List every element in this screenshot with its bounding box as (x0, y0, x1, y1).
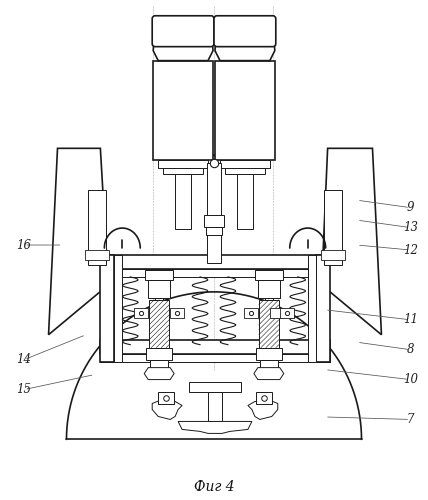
Text: Фиг 4: Фиг 4 (194, 480, 234, 494)
Polygon shape (152, 400, 182, 419)
Bar (89, 190, 106, 265)
Bar (204, 215, 224, 227)
Bar (270, 308, 284, 318)
Bar (225, 168, 265, 174)
Bar (220, 160, 270, 168)
Bar (145, 270, 173, 280)
Bar (146, 348, 172, 360)
Bar (153, 60, 213, 160)
Bar (259, 300, 279, 348)
Bar (280, 308, 294, 318)
Bar (265, 298, 273, 360)
Bar (258, 280, 280, 298)
Bar (256, 392, 272, 404)
Bar (134, 308, 148, 318)
Bar (316, 255, 330, 362)
Bar (155, 298, 163, 360)
Bar (148, 280, 170, 298)
Polygon shape (144, 368, 174, 380)
Text: 16: 16 (17, 238, 32, 252)
Text: 9: 9 (407, 201, 414, 214)
Text: 12: 12 (403, 244, 418, 256)
Text: 10: 10 (403, 373, 418, 386)
Bar (101, 340, 330, 353)
Bar (237, 174, 253, 229)
Bar (244, 308, 258, 318)
Bar (175, 174, 191, 229)
Bar (321, 250, 345, 260)
Polygon shape (254, 368, 284, 380)
Bar (105, 269, 325, 277)
FancyBboxPatch shape (152, 16, 214, 46)
Bar (101, 255, 114, 362)
Bar (158, 160, 208, 168)
Bar (86, 250, 109, 260)
Bar (255, 270, 283, 280)
Text: 8: 8 (407, 343, 414, 356)
Text: 13: 13 (403, 221, 418, 234)
Polygon shape (248, 400, 278, 419)
Polygon shape (215, 20, 275, 60)
Bar (158, 392, 174, 404)
Text: 7: 7 (407, 413, 414, 426)
Text: 11: 11 (403, 314, 418, 326)
Bar (101, 354, 330, 362)
Bar (215, 60, 275, 160)
Bar (105, 255, 325, 269)
Bar (163, 168, 203, 174)
Bar (260, 360, 278, 368)
Bar (114, 255, 122, 362)
Bar (324, 190, 342, 265)
Bar (150, 360, 168, 368)
Polygon shape (322, 148, 381, 334)
Bar (308, 255, 316, 362)
Polygon shape (153, 20, 213, 60)
Polygon shape (48, 148, 108, 334)
Bar (256, 348, 282, 360)
Bar (189, 382, 241, 392)
Bar (207, 164, 221, 263)
Polygon shape (178, 422, 252, 434)
Text: 15: 15 (17, 383, 32, 396)
Text: 14: 14 (17, 353, 32, 366)
Bar (206, 227, 222, 235)
Bar (149, 300, 169, 348)
Bar (170, 308, 184, 318)
FancyBboxPatch shape (214, 16, 276, 46)
Bar (208, 392, 222, 422)
